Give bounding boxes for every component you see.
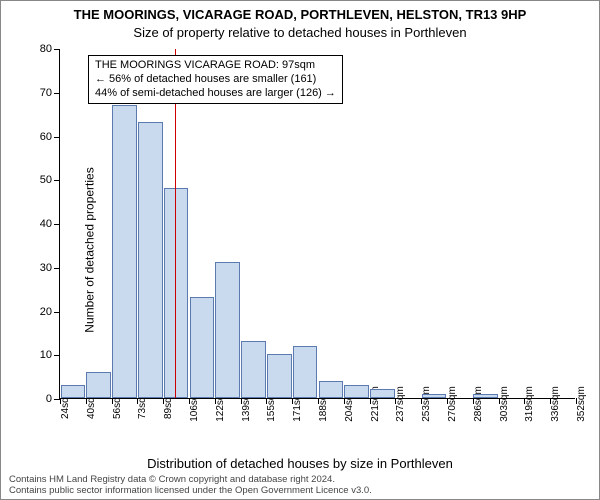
histogram-bar bbox=[241, 341, 266, 398]
y-tick bbox=[54, 268, 60, 269]
y-tick-label: 40 bbox=[40, 218, 52, 230]
x-axis-label: Distribution of detached houses by size … bbox=[1, 456, 599, 471]
x-tick-label: 253sqm bbox=[421, 386, 432, 422]
histogram-bar bbox=[215, 262, 240, 398]
x-tick-label: 336sqm bbox=[550, 386, 561, 422]
footnote-line2: Contains public sector information licen… bbox=[9, 486, 372, 497]
y-tick bbox=[54, 312, 60, 313]
chart-title-address: THE MOORINGS, VICARAGE ROAD, PORTHLEVEN,… bbox=[1, 7, 599, 22]
y-tick bbox=[54, 355, 60, 356]
histogram-bar bbox=[267, 354, 292, 398]
annotation-line: THE MOORINGS VICARAGE ROAD: 97sqm bbox=[95, 59, 336, 73]
histogram-bar bbox=[164, 188, 189, 398]
histogram-bar bbox=[112, 105, 137, 398]
histogram-bar bbox=[61, 385, 86, 398]
annotation-line: ← 56% of detached houses are smaller (16… bbox=[95, 73, 336, 87]
y-tick bbox=[54, 224, 60, 225]
x-tick-label: 303sqm bbox=[499, 386, 510, 422]
histogram-bar bbox=[344, 385, 369, 398]
histogram-bar bbox=[422, 394, 447, 398]
x-tick-label: 270sqm bbox=[447, 386, 458, 422]
chart-subtitle: Size of property relative to detached ho… bbox=[1, 25, 599, 40]
chart-container: THE MOORINGS, VICARAGE ROAD, PORTHLEVEN,… bbox=[0, 0, 600, 500]
x-tick-label: 286sqm bbox=[473, 386, 484, 422]
annotation-box: THE MOORINGS VICARAGE ROAD: 97sqm← 56% o… bbox=[88, 55, 343, 104]
histogram-bar bbox=[293, 346, 318, 399]
y-tick-label: 80 bbox=[40, 43, 52, 55]
x-tick-label: 319sqm bbox=[524, 386, 535, 422]
x-tick-label: 352sqm bbox=[576, 386, 587, 422]
y-tick-label: 0 bbox=[46, 393, 52, 405]
histogram-bar bbox=[86, 372, 111, 398]
plot-area: 0102030405060708024sqm40sqm56sqm73sqm89s… bbox=[59, 49, 575, 399]
histogram-bar bbox=[138, 122, 163, 398]
histogram-bar bbox=[370, 389, 395, 398]
footnote: Contains HM Land Registry data © Crown c… bbox=[9, 475, 372, 497]
y-tick-label: 60 bbox=[40, 131, 52, 143]
histogram-bar bbox=[473, 394, 498, 398]
annotation-line: 44% of semi-detached houses are larger (… bbox=[95, 87, 336, 101]
y-tick-label: 10 bbox=[40, 349, 52, 361]
y-tick bbox=[54, 49, 60, 50]
histogram-bar bbox=[190, 297, 215, 398]
y-tick bbox=[54, 93, 60, 94]
y-tick-label: 50 bbox=[40, 174, 52, 186]
y-tick-label: 20 bbox=[40, 306, 52, 318]
y-tick bbox=[54, 137, 60, 138]
y-tick-label: 70 bbox=[40, 87, 52, 99]
y-tick bbox=[54, 180, 60, 181]
x-tick-label: 237sqm bbox=[395, 386, 406, 422]
histogram-bar bbox=[319, 381, 344, 399]
y-tick-label: 30 bbox=[40, 262, 52, 274]
